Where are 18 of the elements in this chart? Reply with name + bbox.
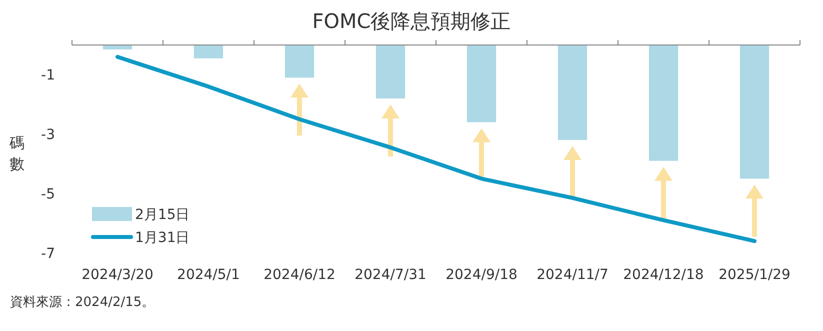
x-tick-label: 2024/12/18 [623,267,704,283]
x-tick-label: 2024/11/7 [536,267,608,283]
x-tick-label: 2024/7/31 [354,267,426,283]
legend-label: 1月31日 [135,230,190,246]
x-tick-label: 2024/6/12 [264,267,336,283]
y-tick-label: -1 [41,68,55,84]
y-tick-label: -7 [41,246,55,262]
x-tick-label: 2024/5/1 [177,267,240,283]
legend-label: 2月15日 [135,207,190,223]
x-tick-label: 2024/9/18 [446,267,518,283]
x-tick-label: 2025/1/29 [718,267,790,283]
y-tick-label: -3 [41,127,55,144]
y-axis-title: 碼數 [8,134,24,173]
y-tick-label: -5 [41,186,55,202]
x-tick-label: 2024/3/20 [82,267,154,283]
line-series [116,54,756,244]
chart-title: FOMC後降息預期修正 [312,9,511,33]
source-note: 資料來源：2024/2/15。 [10,295,155,310]
